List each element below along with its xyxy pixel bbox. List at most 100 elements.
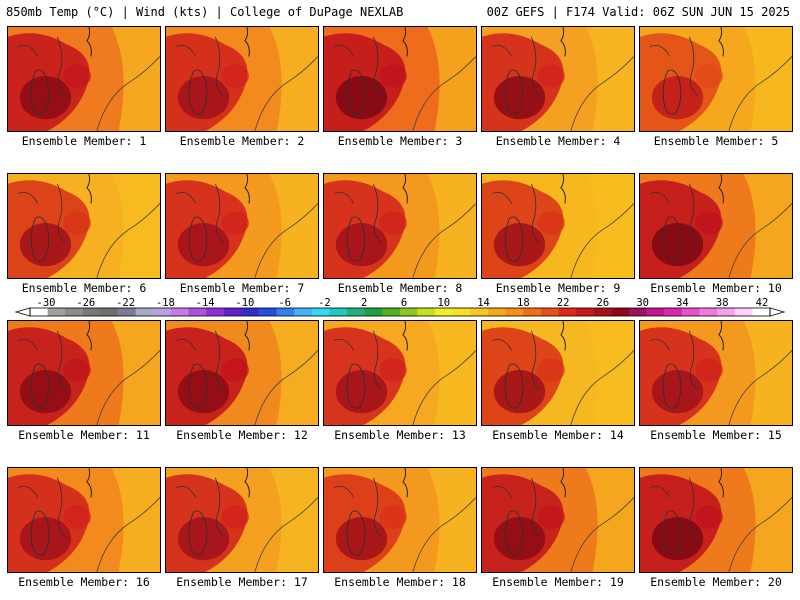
colorbar-tick-label: -26	[76, 298, 95, 309]
temperature-field	[482, 174, 634, 278]
colorbar-segment	[82, 308, 101, 316]
colorbar-segment	[135, 308, 154, 316]
member-map-17	[165, 467, 319, 573]
temperature-field	[324, 27, 476, 131]
member-map-16	[7, 467, 161, 573]
temperature-field	[324, 468, 476, 572]
member-label: Ensemble Member: 15	[650, 428, 782, 442]
colorbar-tick-label: 42	[756, 298, 769, 309]
colorbar-tick-label: 10	[437, 298, 450, 309]
colorbar-tick-label: 6	[401, 298, 407, 309]
colorbar-segment	[523, 308, 542, 316]
colorbar-right-arrow	[769, 307, 786, 317]
temperature-field	[8, 174, 160, 278]
colorbar-segment	[488, 308, 507, 316]
colorbar-segment	[646, 308, 665, 316]
member-map-1	[7, 26, 161, 132]
member-map-4	[481, 26, 635, 132]
colorbar-segment	[294, 308, 313, 316]
colorbar-segment	[188, 308, 207, 316]
colorbar-segment	[329, 308, 348, 316]
colorbar-segment	[699, 308, 718, 316]
colorbar-segment	[223, 308, 242, 316]
colorbar-segment	[170, 308, 189, 316]
temperature-field	[482, 321, 634, 425]
member-label: Ensemble Member: 9	[495, 281, 621, 295]
colorbar-segment	[30, 308, 48, 316]
colorbar-segment	[664, 308, 683, 316]
colorbar-segment	[734, 308, 753, 316]
colorbar-segment	[558, 308, 577, 316]
member-label: Ensemble Member: 16	[18, 575, 150, 589]
member-map-13	[323, 320, 477, 426]
member-label: Ensemble Member: 2	[179, 134, 305, 148]
colorbar-tick-label: -22	[116, 298, 135, 309]
member-map-12	[165, 320, 319, 426]
member-label: Ensemble Member: 10	[650, 281, 782, 295]
colorbar-tick-label: -6	[278, 298, 291, 309]
member-label: Ensemble Member: 5	[653, 134, 779, 148]
colorbar-segment	[435, 308, 454, 316]
colorbar-segment	[540, 308, 559, 316]
member-map-15	[639, 320, 793, 426]
colorbar-segment	[752, 308, 771, 316]
colorbar-tick-label: 34	[676, 298, 689, 309]
colorbar-tick-label: 26	[597, 298, 610, 309]
member-map-19	[481, 467, 635, 573]
colorbar-segment	[417, 308, 436, 316]
colorbar-segment	[65, 308, 84, 316]
model-run-info: 00Z GEFS | F174 Valid: 06Z SUN JUN 15 20…	[486, 5, 790, 19]
member-label: Ensemble Member: 1	[21, 134, 147, 148]
member-label: Ensemble Member: 12	[176, 428, 308, 442]
temperature-field	[482, 468, 634, 572]
temperature-field	[324, 174, 476, 278]
colorbar-tick-label: 14	[477, 298, 490, 309]
member-map-5	[639, 26, 793, 132]
colorbar-tick-label: -10	[235, 298, 254, 309]
colorbar-segment	[259, 308, 277, 316]
colorbar-segment	[47, 308, 66, 316]
member-label: Ensemble Member: 3	[337, 134, 463, 148]
temperature-field	[8, 321, 160, 425]
colorbar-segment	[100, 308, 119, 316]
colorbar-tick-label: -14	[196, 298, 215, 309]
colorbar-tick-label: 2	[361, 298, 367, 309]
colorbar-tick-label: 38	[716, 298, 729, 309]
temperature-field	[166, 174, 318, 278]
colorbar-tick-label: 30	[636, 298, 649, 309]
colorbar-segment	[629, 308, 647, 316]
member-label: Ensemble Member: 17	[176, 575, 308, 589]
member-map-10	[639, 173, 793, 279]
colorbar-tick-label: 22	[557, 298, 570, 309]
colorbar-segment	[576, 308, 595, 316]
temperature-field	[166, 321, 318, 425]
member-map-18	[323, 467, 477, 573]
colorbar-segment	[364, 308, 383, 316]
temperature-field	[640, 174, 792, 278]
member-map-8	[323, 173, 477, 279]
member-label: Ensemble Member: 20	[650, 575, 782, 589]
member-label: Ensemble Member: 13	[334, 428, 466, 442]
colorbar-tick-label: -2	[318, 298, 331, 309]
colorbar-segment	[452, 308, 471, 316]
colorbar-segment	[593, 308, 612, 316]
map-title: 850mb Temp (°C) | Wind (kts) | College o…	[6, 5, 404, 19]
member-map-2	[165, 26, 319, 132]
colorbar-tick-label: -30	[37, 298, 56, 309]
colorbar-segment	[505, 308, 524, 316]
colorbar-frame	[29, 307, 771, 317]
member-map-9	[481, 173, 635, 279]
member-label: Ensemble Member: 18	[334, 575, 466, 589]
member-map-20	[639, 467, 793, 573]
colorbar-segment	[276, 308, 295, 316]
member-label: Ensemble Member: 8	[337, 281, 463, 295]
temperature-field	[166, 468, 318, 572]
temperature-field	[482, 27, 634, 131]
member-label: Ensemble Member: 19	[492, 575, 624, 589]
colorbar-segment	[118, 308, 137, 316]
colorbar-segment	[611, 308, 630, 316]
temperature-field	[640, 27, 792, 131]
colorbar-segment	[153, 308, 172, 316]
temperature-field	[8, 468, 160, 572]
member-map-11	[7, 320, 161, 426]
